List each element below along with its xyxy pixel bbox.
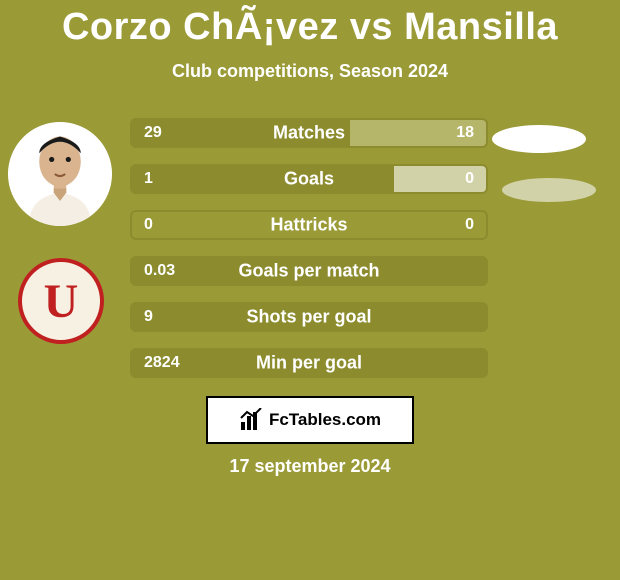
stat-value-left: 1 (144, 170, 153, 188)
stat-label: Goals (284, 169, 334, 190)
stat-value-left: 0.03 (144, 262, 175, 280)
stat-value-right: 18 (456, 124, 474, 142)
stat-value-left: 2824 (144, 354, 180, 372)
stat-label: Goals per match (238, 261, 379, 282)
comparison-chart: 29 18 Matches 1 0 Goals 0 0 Hattricks 0.03 Goals p… (130, 118, 488, 394)
stat-label: Shots per goal (246, 307, 371, 328)
date-label: 17 september 2024 (229, 456, 390, 477)
player-avatar-left (8, 122, 112, 226)
stat-row: 0.03 Goals per match (130, 256, 488, 286)
stat-label: Hattricks (270, 215, 347, 236)
stat-fill-left (132, 166, 394, 192)
bars-icon (239, 408, 263, 432)
page-title: Corzo ChÃ¡vez vs Mansilla (0, 0, 620, 49)
fctables-label: FcTables.com (269, 410, 381, 430)
stat-label: Matches (273, 123, 345, 144)
stat-row: 9 Shots per goal (130, 302, 488, 332)
player-face-icon (8, 122, 112, 226)
stat-value-left: 29 (144, 124, 162, 142)
team-letter: U (44, 274, 79, 329)
stat-row: 0 0 Hattricks (130, 210, 488, 240)
stat-value-right: 0 (465, 170, 474, 188)
stat-row: 29 18 Matches (130, 118, 488, 148)
player-avatar-right-placeholder (492, 125, 586, 153)
team-badge-right-placeholder (502, 178, 596, 202)
stat-value-right: 0 (465, 216, 474, 234)
page-subtitle: Club competitions, Season 2024 (0, 61, 620, 82)
stat-value-left: 0 (144, 216, 153, 234)
stat-label: Min per goal (256, 353, 362, 374)
team-badge-left: U (18, 258, 104, 344)
stat-row: 2824 Min per goal (130, 348, 488, 378)
fctables-badge: FcTables.com (206, 396, 414, 444)
stat-row: 1 0 Goals (130, 164, 488, 194)
stat-value-left: 9 (144, 308, 153, 326)
